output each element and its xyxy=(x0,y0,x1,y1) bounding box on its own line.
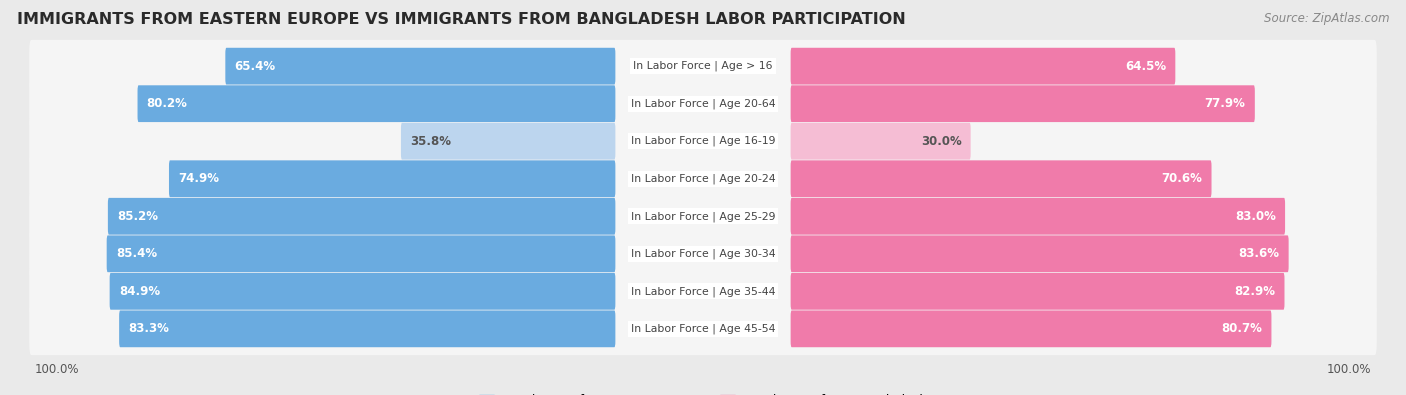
FancyBboxPatch shape xyxy=(120,310,616,347)
Text: 100.0%: 100.0% xyxy=(35,363,79,376)
FancyBboxPatch shape xyxy=(790,123,970,160)
FancyBboxPatch shape xyxy=(790,273,1285,310)
Text: 100.0%: 100.0% xyxy=(1327,363,1371,376)
Text: 85.2%: 85.2% xyxy=(117,210,157,223)
Text: In Labor Force | Age 45-54: In Labor Force | Age 45-54 xyxy=(631,324,775,334)
Text: 83.6%: 83.6% xyxy=(1239,247,1279,260)
Text: 70.6%: 70.6% xyxy=(1161,172,1202,185)
FancyBboxPatch shape xyxy=(30,77,1376,130)
Text: Source: ZipAtlas.com: Source: ZipAtlas.com xyxy=(1264,12,1389,25)
FancyBboxPatch shape xyxy=(225,48,616,85)
FancyBboxPatch shape xyxy=(169,160,616,197)
Text: 77.9%: 77.9% xyxy=(1205,97,1246,110)
FancyBboxPatch shape xyxy=(30,152,1376,205)
Text: In Labor Force | Age 20-64: In Labor Force | Age 20-64 xyxy=(631,98,775,109)
Text: 30.0%: 30.0% xyxy=(921,135,962,148)
FancyBboxPatch shape xyxy=(30,40,1376,92)
Text: 80.2%: 80.2% xyxy=(146,97,187,110)
FancyBboxPatch shape xyxy=(790,85,1254,122)
FancyBboxPatch shape xyxy=(30,228,1376,280)
Text: 85.4%: 85.4% xyxy=(115,247,157,260)
FancyBboxPatch shape xyxy=(108,198,616,235)
Text: 83.0%: 83.0% xyxy=(1234,210,1275,223)
Text: 80.7%: 80.7% xyxy=(1222,322,1263,335)
Text: 84.9%: 84.9% xyxy=(120,285,160,298)
Legend: Immigrants from Eastern Europe, Immigrants from Bangladesh: Immigrants from Eastern Europe, Immigran… xyxy=(478,394,928,395)
Text: 35.8%: 35.8% xyxy=(411,135,451,148)
Text: 74.9%: 74.9% xyxy=(179,172,219,185)
FancyBboxPatch shape xyxy=(30,190,1376,243)
FancyBboxPatch shape xyxy=(110,273,616,310)
FancyBboxPatch shape xyxy=(30,115,1376,167)
Text: IMMIGRANTS FROM EASTERN EUROPE VS IMMIGRANTS FROM BANGLADESH LABOR PARTICIPATION: IMMIGRANTS FROM EASTERN EUROPE VS IMMIGR… xyxy=(17,12,905,27)
Text: 83.3%: 83.3% xyxy=(128,322,169,335)
FancyBboxPatch shape xyxy=(30,303,1376,355)
Text: 65.4%: 65.4% xyxy=(235,60,276,73)
FancyBboxPatch shape xyxy=(790,198,1285,235)
Text: 64.5%: 64.5% xyxy=(1125,60,1166,73)
FancyBboxPatch shape xyxy=(30,265,1376,318)
Text: In Labor Force | Age 16-19: In Labor Force | Age 16-19 xyxy=(631,136,775,147)
Text: In Labor Force | Age 35-44: In Labor Force | Age 35-44 xyxy=(631,286,775,297)
FancyBboxPatch shape xyxy=(790,160,1212,197)
FancyBboxPatch shape xyxy=(107,235,616,272)
Text: In Labor Force | Age > 16: In Labor Force | Age > 16 xyxy=(633,61,773,71)
Text: In Labor Force | Age 25-29: In Labor Force | Age 25-29 xyxy=(631,211,775,222)
Text: In Labor Force | Age 30-34: In Labor Force | Age 30-34 xyxy=(631,248,775,259)
Text: In Labor Force | Age 20-24: In Labor Force | Age 20-24 xyxy=(631,173,775,184)
FancyBboxPatch shape xyxy=(790,310,1271,347)
FancyBboxPatch shape xyxy=(790,235,1289,272)
FancyBboxPatch shape xyxy=(138,85,616,122)
FancyBboxPatch shape xyxy=(401,123,616,160)
Text: 82.9%: 82.9% xyxy=(1234,285,1275,298)
FancyBboxPatch shape xyxy=(790,48,1175,85)
